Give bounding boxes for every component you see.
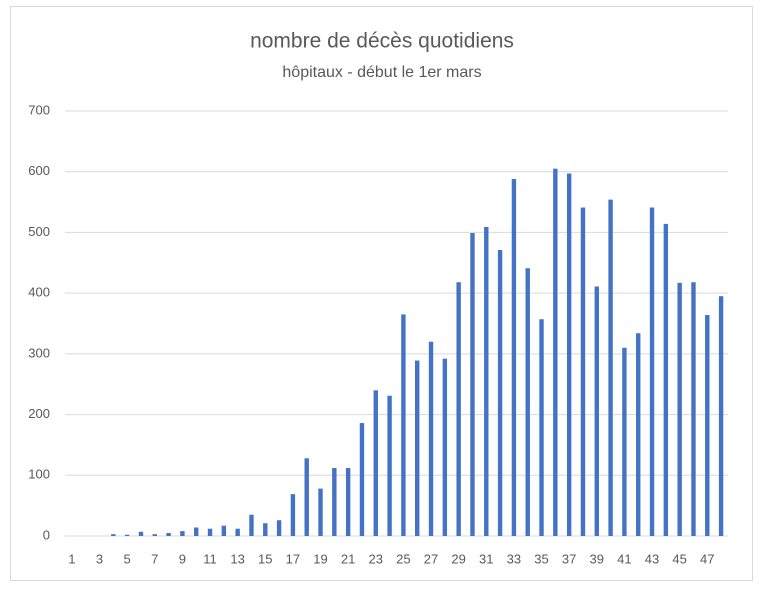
x-tick-label: 45 <box>672 551 686 566</box>
x-tick-label: 37 <box>562 551 576 566</box>
x-tick-label: 47 <box>700 551 714 566</box>
x-tick-label: 7 <box>151 551 158 566</box>
bar <box>428 341 434 536</box>
bar <box>539 319 544 536</box>
y-tick-label: 300 <box>28 345 50 360</box>
bar <box>359 423 365 536</box>
bar <box>166 532 171 536</box>
bar <box>456 282 461 536</box>
bar <box>484 226 489 536</box>
x-tick-label: 1 <box>68 551 75 566</box>
bar <box>124 534 130 536</box>
x-tick-label: 11 <box>203 551 217 566</box>
bar <box>276 520 282 536</box>
bar <box>249 514 254 536</box>
bar <box>566 173 572 537</box>
chart-title: nombre de décès quotidiens <box>250 30 514 53</box>
x-tick-label: 33 <box>507 551 521 566</box>
bar <box>497 250 503 537</box>
bar <box>622 347 627 536</box>
x-tick-label: 17 <box>286 551 300 566</box>
bar <box>649 207 655 537</box>
x-tick-label: 15 <box>258 551 272 566</box>
bar <box>263 523 268 536</box>
y-tick-label: 700 <box>28 102 50 117</box>
bar <box>152 534 157 536</box>
x-tick-label: 21 <box>341 551 355 566</box>
x-tick-label: 35 <box>534 551 548 566</box>
bar <box>345 468 351 536</box>
bar <box>235 528 240 536</box>
x-tick-label: 41 <box>617 551 631 566</box>
bar <box>691 282 696 536</box>
x-tick-label: 29 <box>451 551 465 566</box>
bar <box>442 358 448 536</box>
x-tick-label: 23 <box>369 551 383 566</box>
x-tick-label: 3 <box>96 551 103 566</box>
bar <box>318 488 323 536</box>
bar <box>221 525 227 536</box>
bar <box>290 494 296 536</box>
bar <box>138 531 144 536</box>
bar <box>594 286 599 536</box>
y-tick-label: 100 <box>28 467 50 482</box>
y-tick-label: 0 <box>43 527 50 542</box>
bar <box>207 528 213 536</box>
bar <box>194 527 199 536</box>
bar <box>553 168 558 536</box>
bar <box>636 333 641 536</box>
bar <box>401 314 406 536</box>
x-tick-label: 19 <box>313 551 327 566</box>
x-tick-label: 43 <box>645 551 659 566</box>
bar <box>705 315 710 536</box>
y-tick-label: 600 <box>28 163 50 178</box>
chart-subtitle: hôpitaux - début le 1er mars <box>282 64 481 81</box>
x-tick-label: 27 <box>424 551 438 566</box>
x-tick-label: 31 <box>479 551 493 566</box>
bar <box>580 207 586 537</box>
bar <box>525 268 530 536</box>
x-tick-label: 39 <box>590 551 604 566</box>
bar <box>511 179 517 536</box>
bar <box>304 458 309 536</box>
y-tick-label: 200 <box>28 406 50 421</box>
bar <box>470 233 475 537</box>
bar <box>387 395 392 536</box>
bar <box>332 468 337 536</box>
x-tick-label: 25 <box>396 551 410 566</box>
x-tick-label: 9 <box>179 551 186 566</box>
y-tick-label: 400 <box>28 285 50 300</box>
bar <box>111 534 116 536</box>
x-tick-label: 13 <box>230 551 244 566</box>
x-tick-label: 5 <box>124 551 131 566</box>
bar <box>415 360 420 536</box>
y-tick-label: 500 <box>28 224 50 239</box>
bar <box>180 531 185 536</box>
bar <box>677 282 682 536</box>
bar <box>718 296 724 536</box>
bar <box>663 223 669 536</box>
bar <box>373 390 378 536</box>
bar <box>608 199 613 536</box>
